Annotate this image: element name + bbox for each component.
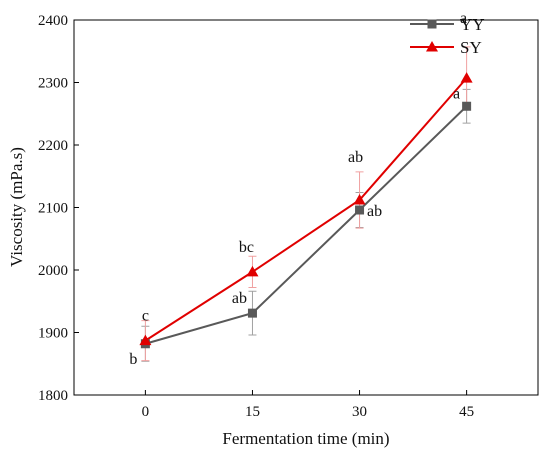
x-tick-label: 45 — [459, 404, 474, 420]
data-point-sy — [246, 265, 259, 277]
legend: YY SY — [410, 15, 485, 57]
y-tick-label: 2400 — [38, 13, 68, 29]
data-point-sy — [139, 334, 152, 346]
legend-label-yy: YY — [460, 15, 485, 34]
data-point-yy — [247, 308, 257, 318]
data-point-sy — [460, 72, 473, 83]
x-tick-label: 0 — [142, 404, 150, 420]
x-axis-label: Fermentation time (min) — [222, 429, 389, 448]
y-tick-label: 2300 — [38, 76, 68, 92]
significance-label-sy: ab — [348, 149, 363, 166]
ticks: 0 15 30 45 1800 1900 2000 2100 2200 2300 2400 — [38, 13, 474, 420]
legend-marker-yy — [427, 19, 437, 29]
significance-label-sy: c — [142, 308, 149, 325]
series-lines — [144, 77, 468, 345]
x-tick-label: 15 — [245, 404, 260, 420]
y-tick-label: 2100 — [38, 201, 68, 217]
y-axis-label: Viscosity (mPa.s) — [7, 147, 26, 267]
significance-labels: b ab ab a c bc ab a — [129, 10, 467, 368]
y-tick-label: 1800 — [38, 388, 68, 404]
significance-label-yy: ab — [232, 290, 247, 307]
series-line-yy — [145, 105, 468, 345]
error-bars — [141, 46, 471, 362]
data-point-sy — [353, 194, 366, 205]
y-tick-label: 2200 — [38, 138, 68, 154]
series-line-sy — [144, 77, 468, 342]
significance-label-yy: a — [453, 85, 460, 102]
significance-label-yy: ab — [367, 203, 382, 220]
legend-label-sy: SY — [460, 38, 482, 57]
y-tick-label: 2000 — [38, 263, 68, 279]
x-tick-label: 30 — [352, 404, 367, 420]
data-point-yy — [355, 205, 365, 215]
significance-label-sy: bc — [239, 239, 254, 256]
data-point-yy — [462, 101, 472, 111]
significance-label-yy: b — [129, 351, 137, 368]
significance-label-sy: a — [460, 10, 467, 27]
series-markers — [139, 72, 473, 349]
legend-marker-sy — [426, 41, 438, 52]
y-tick-label: 1900 — [38, 326, 68, 342]
